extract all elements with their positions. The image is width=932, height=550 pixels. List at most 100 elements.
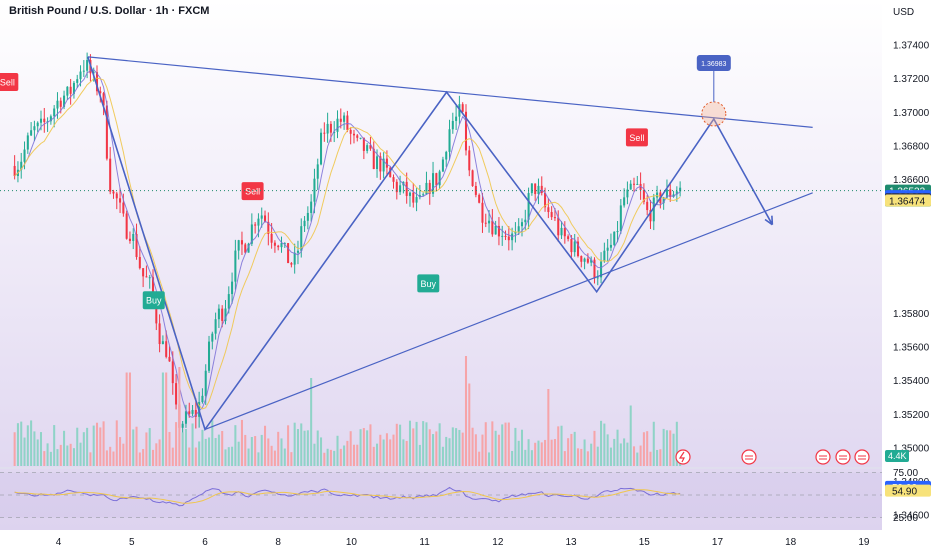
candle	[155, 298, 158, 324]
candle	[580, 256, 583, 262]
volume-bar	[570, 433, 573, 466]
candle	[359, 137, 362, 139]
rsi-ma-value-bg	[885, 484, 931, 497]
volume-bar	[13, 432, 16, 466]
volume-bar	[609, 447, 612, 466]
candle	[576, 241, 580, 257]
volume-value-label: 4.4K	[888, 451, 907, 461]
candle	[445, 151, 448, 160]
candle	[563, 227, 566, 237]
price-tick-label: 1.35600	[893, 343, 930, 354]
volume-bar	[665, 430, 668, 466]
candle	[662, 197, 665, 204]
candle	[395, 181, 398, 193]
candle	[296, 250, 299, 253]
volume-bar	[428, 429, 431, 466]
volume-bar	[254, 436, 257, 466]
candle	[72, 82, 75, 94]
candle	[26, 135, 29, 150]
volume-bar	[399, 424, 402, 466]
volume-bar	[184, 428, 187, 466]
candle	[613, 231, 616, 245]
candle	[158, 323, 161, 345]
rsi-ma-line	[14, 489, 681, 504]
volume-bar	[49, 451, 52, 466]
candle	[425, 182, 428, 195]
volume-bar	[507, 422, 510, 466]
candle	[491, 220, 494, 235]
volume-bar	[122, 443, 125, 466]
volume-bar	[632, 446, 636, 466]
time-tick-label: 15	[639, 537, 651, 548]
candle	[53, 108, 56, 117]
ma-slow-line	[14, 77, 681, 410]
volume-bar	[623, 438, 626, 466]
volume-bar	[89, 452, 92, 466]
volume-bar	[224, 449, 227, 466]
candle	[329, 123, 332, 133]
buy-signal-label: Buy	[421, 279, 437, 289]
volume-bar	[119, 437, 122, 466]
candle	[280, 243, 283, 248]
candle	[161, 341, 164, 345]
candle	[99, 91, 102, 94]
time-tick-label: 17	[712, 537, 724, 548]
candle	[616, 231, 619, 233]
time-tick-label: 8	[275, 537, 281, 548]
price-tick-label: 1.36600	[893, 175, 930, 186]
volume-bar	[425, 422, 428, 466]
candle	[570, 238, 573, 253]
volume-bar	[642, 432, 645, 466]
candle	[125, 213, 128, 239]
symbol-title: British Pound / U.S. Dollar · 1h · FXCM	[9, 5, 210, 17]
volume-bar	[593, 430, 596, 466]
candle	[333, 131, 336, 133]
volume-bar	[168, 431, 171, 466]
volume-bar	[471, 427, 474, 466]
target-label: 1.36983	[701, 61, 726, 68]
sell-signal-badge	[241, 182, 264, 201]
candle	[204, 370, 207, 396]
volume-bar	[316, 430, 319, 466]
volume-bar	[629, 405, 632, 466]
volume-bar	[132, 429, 135, 466]
volume-bar	[194, 447, 197, 466]
candle	[92, 72, 95, 74]
volume-bar	[352, 444, 355, 466]
volume-bar	[158, 439, 161, 466]
target-circle	[701, 101, 727, 127]
candle	[165, 341, 168, 357]
volume-bar	[649, 451, 652, 466]
price-tick-label: 1.35000	[893, 443, 930, 454]
currency-label[interactable]: USD	[893, 7, 915, 18]
candle	[517, 226, 520, 232]
candle	[603, 250, 606, 262]
volume-bar	[636, 452, 639, 466]
arrowhead	[764, 215, 774, 226]
candle	[675, 191, 678, 195]
candle	[316, 164, 319, 179]
volume-bar	[520, 429, 524, 466]
candle	[260, 215, 263, 219]
volume-bar	[148, 428, 151, 466]
volume-bar	[478, 451, 481, 466]
volume-bar	[619, 443, 622, 466]
yellow-level-badge-label: 1.36474	[889, 197, 926, 208]
candle	[290, 263, 293, 265]
volume-bar	[372, 446, 375, 466]
volume-bar	[445, 436, 448, 466]
candle	[237, 240, 240, 251]
candle	[250, 224, 253, 244]
candle	[356, 135, 359, 138]
volume-bar	[290, 452, 293, 466]
candle	[112, 191, 115, 194]
volume-bar	[527, 439, 530, 466]
volume-bar	[191, 423, 194, 466]
upper-trendline	[87, 56, 813, 128]
volume-bar	[395, 423, 398, 466]
volume-bar	[405, 440, 408, 466]
volume-bar	[300, 423, 303, 466]
volume-bar	[432, 434, 435, 466]
